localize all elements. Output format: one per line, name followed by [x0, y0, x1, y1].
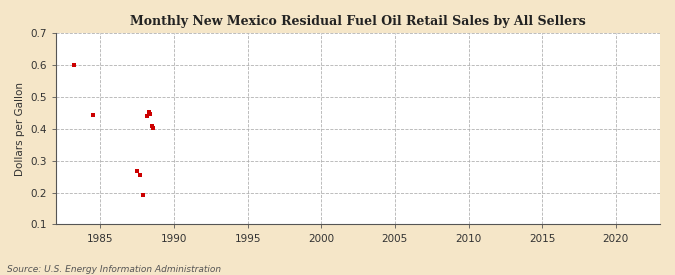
- Point: [146, 124, 157, 128]
- Point: [138, 193, 148, 197]
- Point: [134, 173, 145, 177]
- Y-axis label: Dollars per Gallon: Dollars per Gallon: [15, 82, 25, 176]
- Title: Monthly New Mexico Residual Fuel Oil Retail Sales by All Sellers: Monthly New Mexico Residual Fuel Oil Ret…: [130, 15, 586, 28]
- Point: [142, 114, 153, 118]
- Point: [68, 63, 79, 67]
- Point: [148, 126, 159, 130]
- Point: [145, 111, 156, 116]
- Point: [88, 113, 99, 117]
- Point: [132, 169, 142, 173]
- Point: [144, 110, 155, 114]
- Text: Source: U.S. Energy Information Administration: Source: U.S. Energy Information Administ…: [7, 265, 221, 274]
